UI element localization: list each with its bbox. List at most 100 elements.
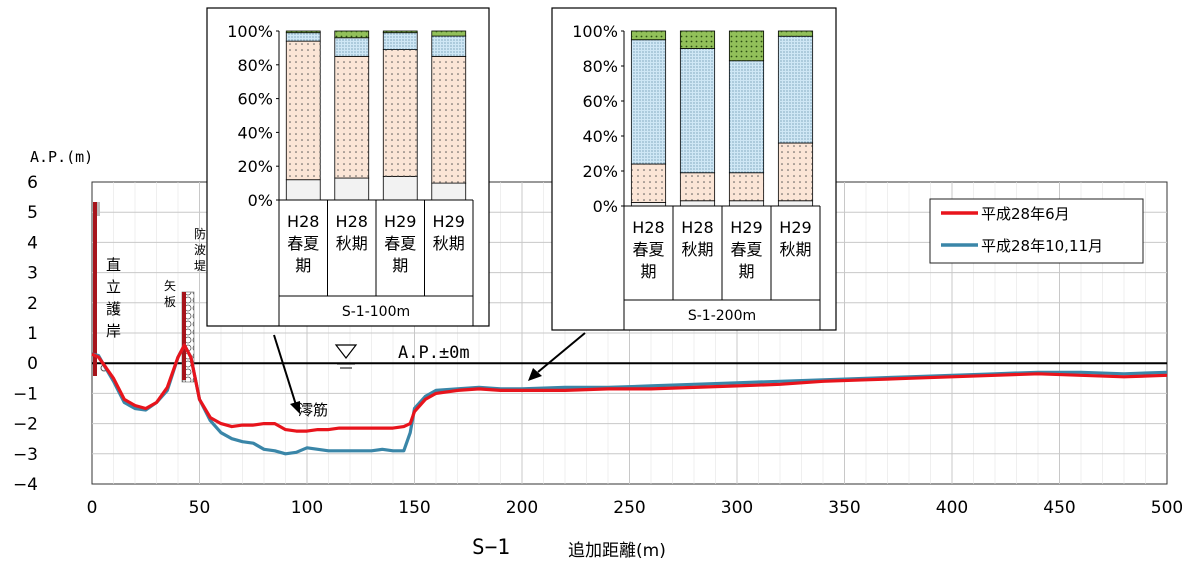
inset-bar-pattern <box>631 31 666 40</box>
y-tick-label: 2 <box>27 294 38 314</box>
inset-bar-pattern <box>729 172 764 201</box>
inset-bar-pattern <box>431 31 466 37</box>
inset-category-label: 秋期 <box>779 240 811 259</box>
seawall-label-char: 岸 <box>106 322 121 340</box>
x-tick-label: 350 <box>828 498 860 518</box>
y-tick-label: 6 <box>27 173 38 193</box>
y-tick-label: −1 <box>13 384 38 404</box>
inset-y-tick-label: 0% <box>593 197 618 216</box>
inset-bar-segment <box>285 179 321 201</box>
inset-category-label: H28 <box>632 218 664 237</box>
inset-y-tick-label: 40% <box>237 123 273 142</box>
inset-category-label: H28 <box>336 212 368 231</box>
inset-category-label: 秋期 <box>681 240 713 259</box>
inset-bar-pattern <box>383 31 418 33</box>
inset-group-label: S-1-100m <box>342 304 410 320</box>
inset-bar-segment <box>679 200 716 207</box>
arrow-to-200m <box>528 332 586 381</box>
y-tick-label: −2 <box>13 415 38 435</box>
inset-category-label: H29 <box>730 218 762 237</box>
inset-y-tick-label: 80% <box>237 56 273 75</box>
x-tick-labels: 0 50 100 150 200 250 300 350 400 450 500 <box>87 498 1182 518</box>
inset-category-label: H29 <box>779 218 811 237</box>
y-axis-unit-label: A.P.(m) <box>30 148 93 166</box>
water-level-marker-icon <box>334 344 358 369</box>
breakwater-label-char: 波 <box>194 243 206 257</box>
inset-bar-pattern <box>286 41 321 180</box>
seawall-structure <box>93 202 100 376</box>
inset-category-label: 期 <box>295 256 311 275</box>
y-tick-label: 3 <box>27 264 38 284</box>
inset-y-tick-label: 0% <box>248 191 273 210</box>
x-tick-label: 450 <box>1043 498 1075 518</box>
seawall-label-char: 護 <box>106 300 121 318</box>
channel-label: 澪筋 <box>298 401 328 419</box>
inset-chart-100m: 100% 80% 60% 40% 20% 0% H28 春夏期 H28 秋期 H29 春夏期 H29 秋期… <box>206 7 490 327</box>
inset-category-label: 春夏 <box>632 240 664 259</box>
inset-bar-pattern <box>286 31 321 33</box>
inset-bar-pattern <box>631 39 666 164</box>
y-tick-labels: 6 5 4 3 2 1 0 −1 −2 −3 −4 <box>13 173 38 495</box>
inset-bar-pattern <box>334 37 369 57</box>
inset-category-label: 期 <box>738 262 754 281</box>
x-axis-title: 追加距離(m) <box>568 541 666 561</box>
inset-bar-segment <box>630 202 667 207</box>
x-tick-label: 50 <box>189 498 211 518</box>
x-tick-label: 300 <box>721 498 753 518</box>
inset-bar-segment <box>728 200 765 207</box>
inset-category-label: 春夏 <box>730 240 762 259</box>
inset-category-label: 春夏 <box>287 234 319 253</box>
series-line-june <box>91 343 1168 433</box>
inset-bar-pattern <box>778 31 813 37</box>
inset-category-label: 期 <box>640 262 656 281</box>
inset-bar-pattern <box>778 36 813 143</box>
inset-bar-pattern <box>334 31 369 38</box>
inset-bar-pattern <box>383 32 418 50</box>
inset-category-label: 秋期 <box>433 234 465 253</box>
inset-bar-segment <box>777 200 814 207</box>
inset-bar-pattern <box>680 31 715 49</box>
inset-category-label: 期 <box>392 256 408 275</box>
inset-bar-pattern <box>334 56 369 179</box>
y-tick-label: 5 <box>27 203 38 223</box>
breakwater-label: 防 波 堤 <box>194 226 206 273</box>
inset-bar-segment <box>382 175 418 201</box>
inset-bar-segment <box>334 177 370 201</box>
inset-bar-pattern <box>431 36 466 57</box>
inset-group-label: S-1-200m <box>688 308 756 324</box>
y-tick-label: 0 <box>27 354 38 374</box>
inset-chart-200m: 100% 80% 60% 40% 20% 0% H28 春夏期 H28 秋期 H29 春夏期 H29 秋期… <box>551 7 837 331</box>
legend-label-octnov: 平成28年10,11月 <box>981 237 1103 255</box>
inset-bar-pattern <box>729 31 764 61</box>
arrow-to-channel <box>273 334 300 414</box>
inset-bar-pattern <box>286 32 321 42</box>
inset-y-tick-label: 80% <box>582 57 618 76</box>
seawall-label-char: 直 <box>106 256 121 274</box>
sheet-pile-label-char: 矢 <box>164 279 176 293</box>
inset-bar-pattern <box>680 172 715 201</box>
inset-category-label: H28 <box>287 212 319 231</box>
inset-y-tick-label: 60% <box>582 92 618 111</box>
breakwater-label-char: 堤 <box>194 259 206 273</box>
seawall-label-char: 立 <box>106 278 121 296</box>
inset-category-label: 春夏 <box>384 234 416 253</box>
x-tick-label: 150 <box>398 498 430 518</box>
legend: 平成28年6月 平成28年10,11月 <box>929 198 1144 264</box>
x-tick-label: 0 <box>87 498 98 518</box>
inset-category-label: H29 <box>433 212 465 231</box>
inset-bar-pattern <box>383 49 418 177</box>
breakwater-label-char: 防 <box>194 226 206 241</box>
inset-bar-pattern <box>680 48 715 173</box>
inset-bars: 100% 80% 60% 40% 20% 0% H28 春夏期 H28 秋期 H29 春夏期 H29 秋期… <box>227 22 474 326</box>
inset-y-tick-label: 60% <box>237 90 273 109</box>
x-tick-label: 200 <box>506 498 538 518</box>
inset-category-label: 秋期 <box>336 234 368 253</box>
y-tick-label: −4 <box>13 475 38 495</box>
water-level-label: A.P.±0m <box>398 343 470 363</box>
inset-y-tick-label: 40% <box>582 127 618 146</box>
inset-bars: 100% 80% 60% 40% 20% 0% H28 春夏期 H28 秋期 H29 春夏期 H29 秋期… <box>572 22 821 330</box>
y-tick-label: −3 <box>13 445 38 465</box>
legend-label-june: 平成28年6月 <box>981 205 1070 223</box>
inset-y-tick-label: 100% <box>572 22 618 41</box>
